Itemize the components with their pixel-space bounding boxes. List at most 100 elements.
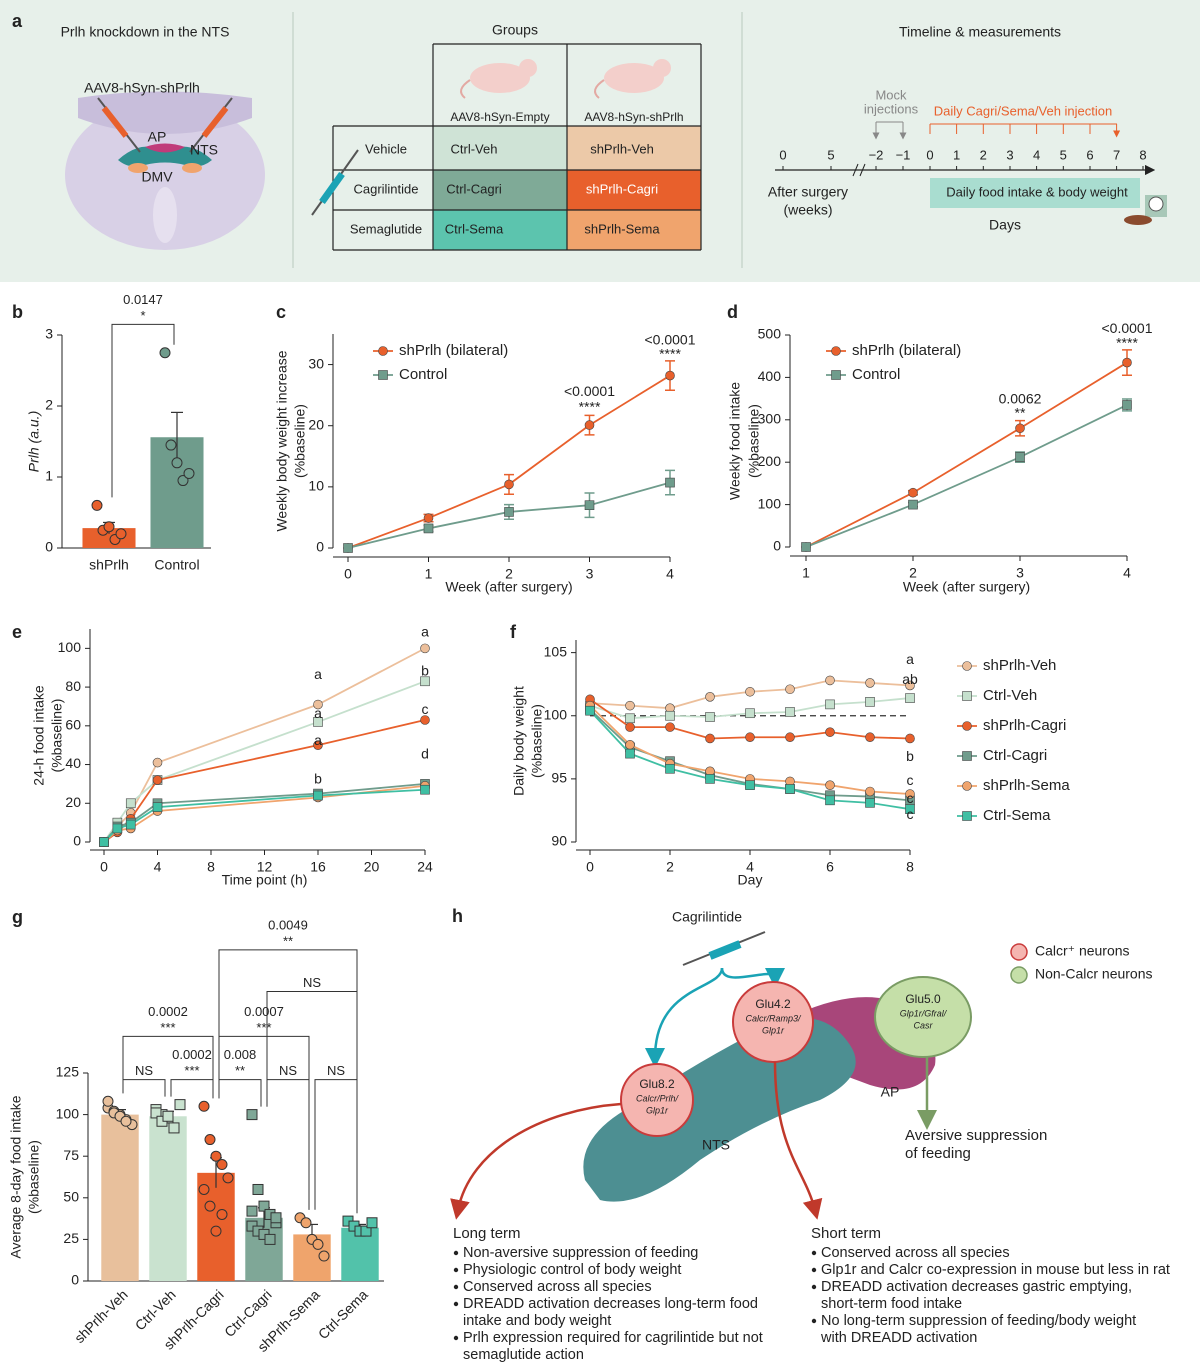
y-tick-label: 3 (45, 326, 53, 342)
timeline-label: (weeks) (783, 202, 832, 218)
timeline-tick-label: 5 (1060, 147, 1067, 162)
data-point (745, 708, 755, 719)
y-tick-label: 1 (45, 468, 53, 484)
data-point (665, 710, 675, 721)
data-point (865, 732, 875, 743)
y-axis-label: (%baseline) (26, 1140, 42, 1214)
bar (101, 1114, 139, 1281)
significance-bracket (266, 1079, 310, 1210)
timeline-tick-label: 7 (1113, 147, 1120, 162)
data-point (585, 705, 595, 716)
timeline-tick-label: 5 (827, 147, 834, 162)
y-tick-label: 100 (58, 639, 82, 655)
x-tick-label: Control (154, 557, 199, 573)
x-tick-label: 6 (826, 859, 834, 875)
data-point (665, 763, 675, 774)
significance-label: 0.0147 (123, 292, 163, 307)
series-line (805, 404, 1128, 548)
cluster-name: Glu5.0 (905, 992, 941, 1006)
annotation: a (314, 705, 322, 721)
data-point (584, 420, 595, 430)
x-tick-label: 2 (505, 566, 513, 582)
bullet (453, 1267, 459, 1273)
bullet (453, 1250, 459, 1256)
data-point (103, 521, 115, 533)
x-tick-label: 12 (257, 859, 273, 875)
timeline-label: After surgery (768, 184, 848, 200)
y-axis-label: (%baseline) (746, 404, 762, 478)
data-point (204, 1200, 216, 1212)
y-tick-label: 30 (308, 355, 324, 371)
data-point (625, 739, 635, 750)
data-point (420, 784, 430, 795)
list-title: Short term (811, 1225, 881, 1242)
data-point (152, 775, 163, 785)
annotation: c (907, 806, 914, 822)
panel-letter: a (12, 11, 23, 31)
significance-label: ** (235, 1063, 245, 1078)
data-point (183, 467, 195, 479)
data-point (905, 733, 915, 744)
y-tick-label: 500 (758, 326, 782, 342)
significance-bracket (122, 1035, 214, 1099)
data-point (115, 528, 127, 540)
data-point (825, 699, 835, 710)
data-point (91, 499, 103, 511)
bullet (811, 1284, 817, 1290)
data-point (665, 477, 675, 488)
significance-label: *** (160, 1020, 175, 1035)
cluster-markers: Glp1r (646, 1105, 669, 1115)
x-tick-label: 2 (909, 565, 917, 581)
cluster-markers: Glp1r/Gfral/ (900, 1008, 948, 1018)
data-point (908, 487, 918, 498)
data-point (665, 370, 675, 381)
data-point (313, 790, 323, 801)
y-axis-label: (%baseline) (49, 699, 65, 773)
x-tick-label: 3 (586, 566, 594, 582)
data-point (865, 678, 875, 688)
annotation: ab (902, 671, 918, 687)
x-tick-label: 16 (310, 859, 326, 875)
x-tick-label: 2 (666, 859, 674, 875)
region-label: DMV (141, 169, 173, 185)
annotation: a (906, 651, 914, 667)
legend-marker (962, 781, 972, 791)
data-point (625, 700, 635, 711)
cluster-name: Glu4.2 (755, 997, 791, 1011)
list-item: DREADD activation decreases long-term fo… (463, 1296, 758, 1312)
timeline (775, 121, 1167, 225)
data-point (745, 686, 755, 697)
data-point (423, 513, 434, 523)
data-point (177, 475, 189, 487)
data-point (420, 676, 430, 687)
y-tick-label: 90 (551, 833, 567, 849)
bullet (811, 1318, 817, 1324)
data-point (99, 837, 109, 847)
panel-letter: b (12, 302, 23, 322)
groups-table (311, 43, 702, 251)
x-tick-label: 4 (746, 859, 754, 875)
timeline-tick-label: −2 (869, 147, 884, 162)
list-item: semaglutide action (463, 1347, 584, 1363)
significance-bracket (266, 990, 358, 1214)
x-tick-label: 8 (207, 859, 215, 875)
significance-label: 0.0049 (268, 917, 308, 932)
data-point (705, 733, 715, 744)
y-tick-label: 40 (65, 755, 81, 771)
legend-marker (831, 346, 841, 356)
legend-marker (962, 751, 972, 761)
y-tick-label: 0 (73, 833, 81, 849)
data-point (152, 802, 163, 812)
data-point (174, 1099, 186, 1111)
measurement-label: Daily food intake & body weight (946, 184, 1128, 199)
mock-label: Mock (875, 87, 907, 102)
bullet (453, 1335, 459, 1341)
y-tick-label: 400 (758, 368, 782, 384)
legend-label: Control (399, 366, 447, 383)
x-tick-label: 4 (1123, 565, 1131, 581)
data-point (625, 748, 635, 759)
data-point (625, 713, 635, 724)
data-point (312, 1238, 324, 1250)
data-point (905, 693, 915, 703)
